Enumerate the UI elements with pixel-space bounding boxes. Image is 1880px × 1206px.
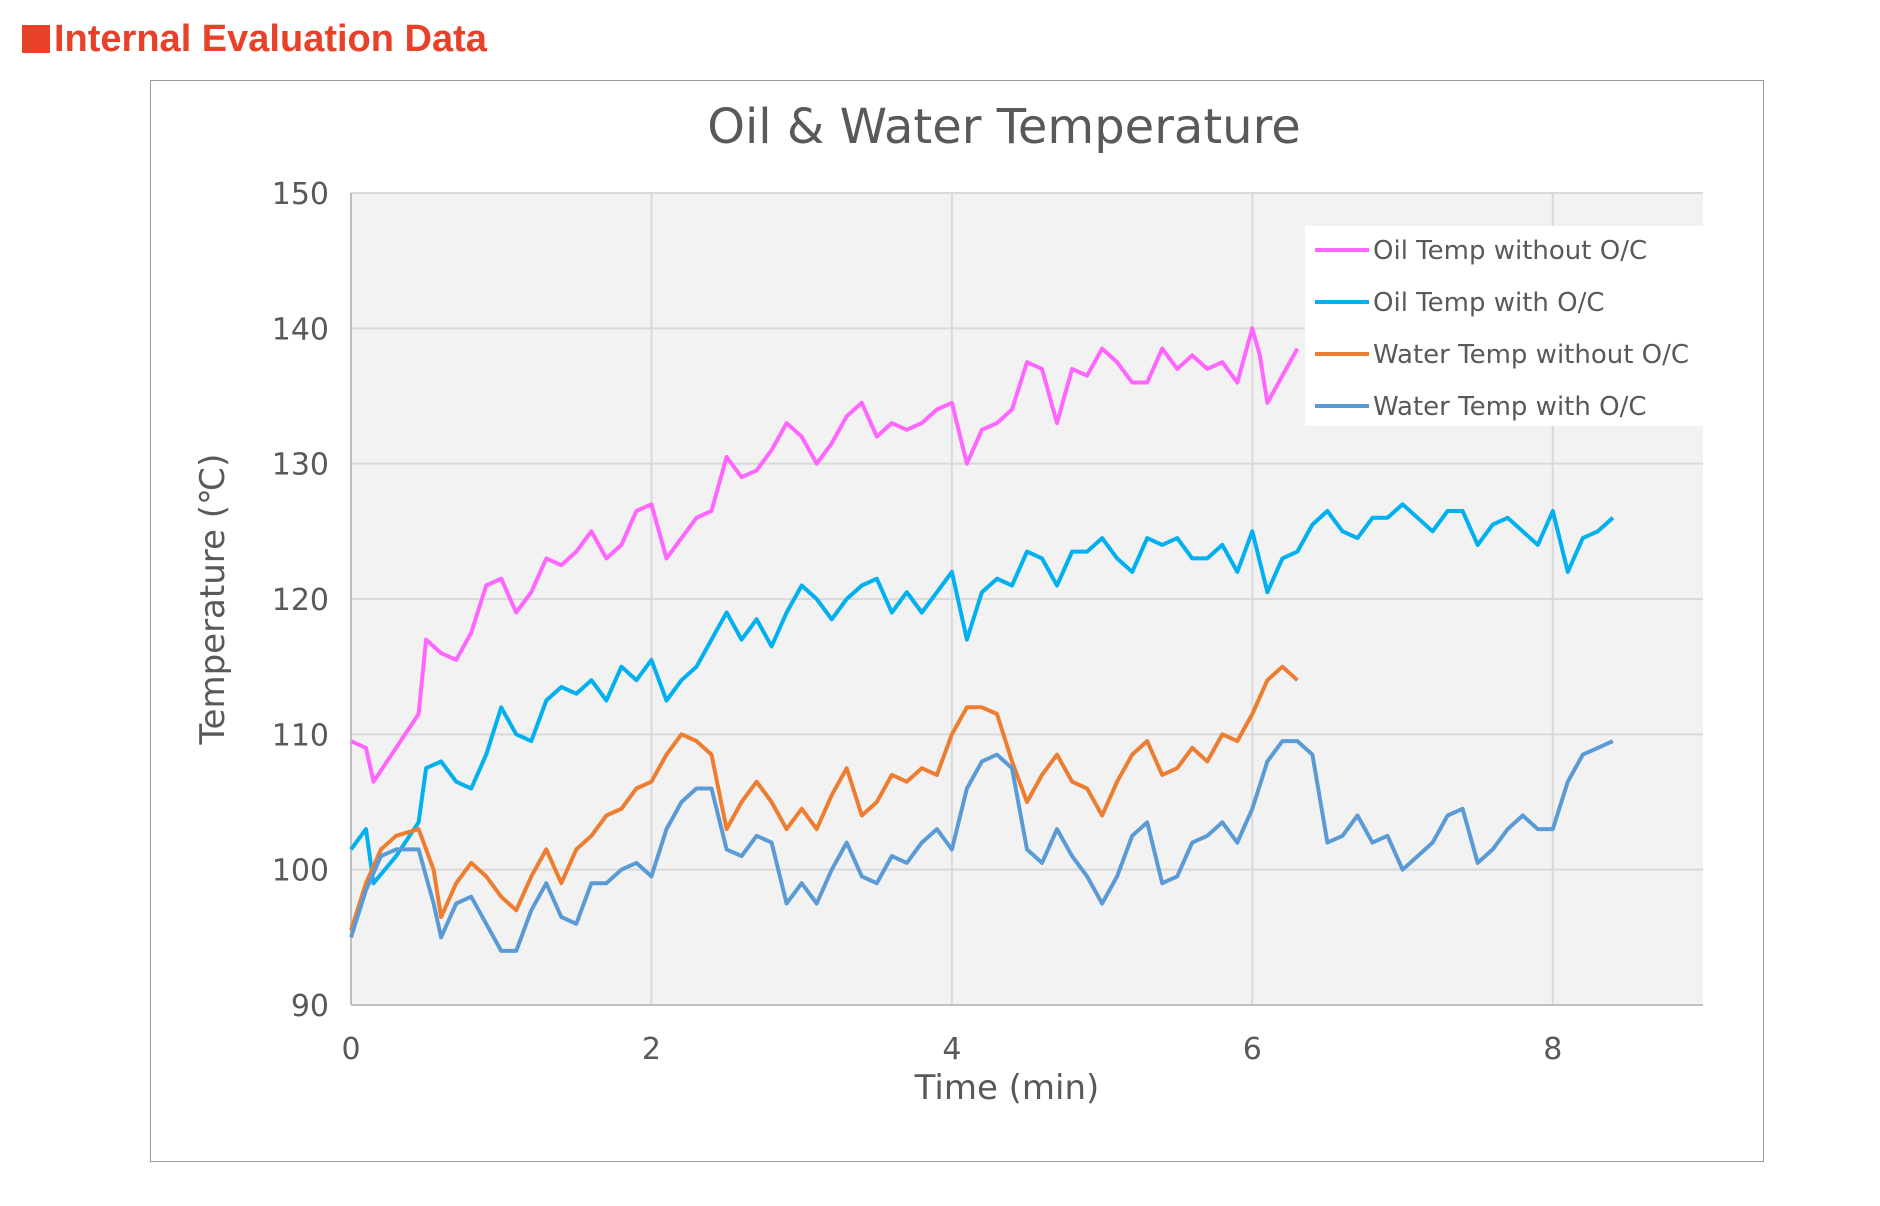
y-tick-label: 130: [272, 448, 329, 483]
y-tick-label: 90: [291, 989, 329, 1024]
axes: 90 100 110 120 130 140 150 0 2 4 6 8: [272, 177, 1703, 1067]
red-square-icon: [22, 25, 50, 53]
y-tick-label: 150: [272, 177, 329, 212]
y-tick-label: 110: [272, 718, 329, 753]
y-tick-label: 120: [272, 583, 329, 618]
series-line-1: [350, 326, 1300, 784]
x-tick-label: 8: [1543, 1032, 1562, 1067]
x-tick-label: 2: [642, 1032, 661, 1067]
legend-label: Water Temp without O/C: [1373, 340, 1689, 370]
legend-label: Water Temp with O/C: [1373, 392, 1646, 422]
legend-entries: Oil Temp without O/C Oil Temp with O/C Wat…: [1315, 236, 1689, 422]
series-line-4: [349, 739, 1614, 953]
series-lines: [349, 326, 1615, 953]
legend-label: Oil Temp with O/C: [1373, 288, 1605, 318]
legend: [1305, 226, 1707, 426]
series-line-3: [349, 664, 1299, 932]
x-tick-label: 0: [341, 1032, 360, 1067]
x-axis-label: Time (min): [914, 1068, 1100, 1108]
y-tick-label: 140: [272, 312, 329, 347]
series-line-2: [349, 502, 1615, 886]
x-tick-label: 6: [1243, 1032, 1262, 1067]
x-tick-label: 4: [942, 1032, 961, 1067]
y-tick-label: 100: [272, 854, 329, 889]
line-chart: Oil & Water Temperature 90 100 110 120 130 14…: [193, 99, 1707, 1108]
page-heading: Internal Evaluation Data: [22, 14, 487, 64]
page-heading-text: Internal Evaluation Data: [54, 17, 487, 60]
chart-container: Oil & Water Temperature 90 100 110 120 130 14…: [150, 80, 1764, 1162]
chart-title: Oil & Water Temperature: [707, 99, 1301, 155]
y-axis-label: Temperature (℃): [193, 454, 233, 746]
legend-label: Oil Temp without O/C: [1373, 236, 1647, 266]
